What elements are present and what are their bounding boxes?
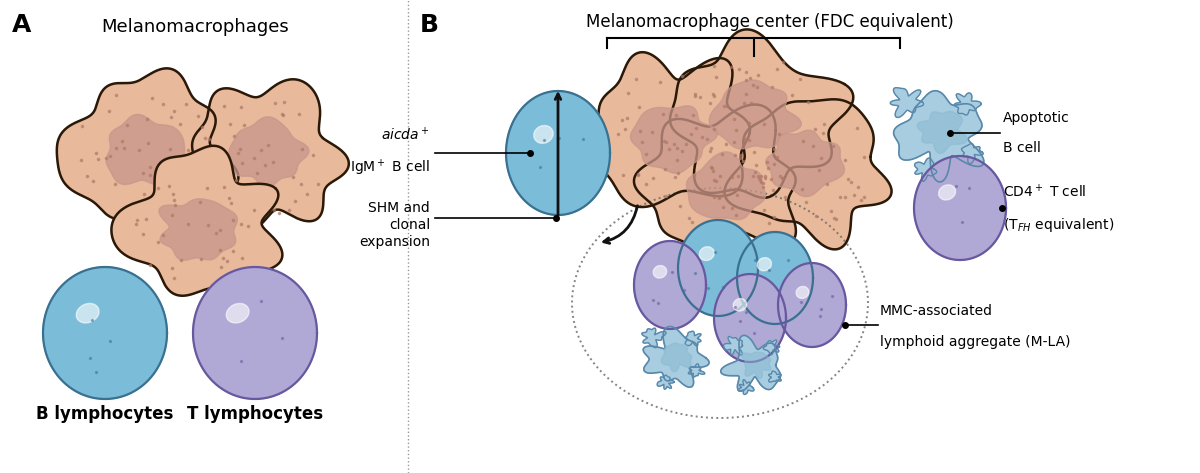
Polygon shape (158, 199, 238, 260)
Polygon shape (890, 88, 924, 117)
Text: lymphoid aggregate (M-LA): lymphoid aggregate (M-LA) (880, 335, 1070, 349)
Polygon shape (106, 114, 185, 185)
Polygon shape (714, 274, 786, 362)
Ellipse shape (700, 247, 714, 261)
Polygon shape (661, 343, 691, 372)
Polygon shape (670, 29, 853, 198)
Polygon shape (742, 352, 770, 378)
Polygon shape (634, 105, 796, 261)
Polygon shape (630, 106, 718, 173)
Polygon shape (778, 263, 846, 347)
Text: Melanomacrophage center (FDC equivalent): Melanomacrophage center (FDC equivalent) (586, 13, 954, 31)
Polygon shape (634, 241, 706, 329)
Polygon shape (766, 130, 845, 197)
Polygon shape (724, 336, 743, 355)
Text: (T$_{FH}$ equivalent): (T$_{FH}$ equivalent) (1003, 216, 1115, 234)
Polygon shape (725, 99, 892, 249)
Polygon shape (229, 117, 308, 188)
Text: expansion: expansion (359, 235, 430, 249)
Polygon shape (763, 340, 780, 355)
Text: MMC-associated: MMC-associated (880, 304, 994, 318)
Polygon shape (685, 331, 701, 346)
Polygon shape (506, 91, 610, 215)
Polygon shape (914, 156, 1006, 260)
Text: IgM$^+$ B cell: IgM$^+$ B cell (349, 158, 430, 178)
Polygon shape (961, 143, 983, 164)
Polygon shape (193, 267, 317, 399)
Polygon shape (678, 220, 758, 316)
Polygon shape (738, 380, 754, 394)
Text: A: A (12, 13, 31, 37)
Polygon shape (954, 93, 982, 115)
Polygon shape (894, 91, 984, 182)
Polygon shape (56, 69, 239, 240)
Polygon shape (642, 328, 666, 348)
Polygon shape (721, 335, 780, 391)
Ellipse shape (757, 258, 772, 271)
Text: $aicda^+$: $aicda^+$ (382, 126, 430, 143)
Ellipse shape (796, 287, 809, 298)
Text: SHM and: SHM and (368, 201, 430, 215)
Ellipse shape (227, 304, 250, 323)
Text: B cell: B cell (1003, 141, 1040, 155)
Text: clonal: clonal (389, 218, 430, 232)
Text: CD4$^+$ T cell: CD4$^+$ T cell (1003, 183, 1086, 200)
Polygon shape (643, 326, 709, 387)
Ellipse shape (733, 298, 746, 311)
Polygon shape (917, 111, 967, 153)
Polygon shape (709, 80, 802, 149)
Polygon shape (112, 146, 282, 296)
Polygon shape (593, 52, 750, 207)
Text: B lymphocytes: B lymphocytes (36, 405, 174, 423)
Polygon shape (914, 158, 937, 181)
Polygon shape (689, 364, 704, 377)
Polygon shape (686, 152, 766, 219)
Polygon shape (658, 375, 674, 389)
Polygon shape (43, 267, 167, 399)
Text: T lymphocytes: T lymphocytes (187, 405, 323, 423)
Ellipse shape (534, 125, 553, 143)
Ellipse shape (653, 265, 667, 278)
Ellipse shape (938, 185, 955, 200)
Text: B: B (420, 13, 439, 37)
Ellipse shape (77, 304, 100, 323)
Polygon shape (192, 79, 349, 231)
Text: Apoptotic: Apoptotic (1003, 111, 1069, 125)
Polygon shape (769, 371, 781, 382)
Polygon shape (737, 232, 814, 324)
Text: Melanomacrophages: Melanomacrophages (101, 18, 289, 36)
